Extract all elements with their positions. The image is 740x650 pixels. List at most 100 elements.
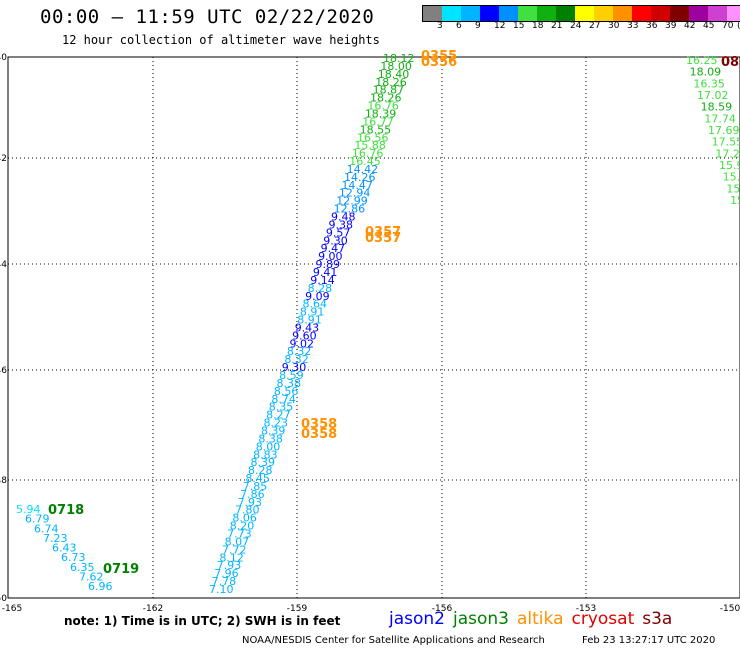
color-swatch: [594, 6, 613, 21]
pass-time-label: 08: [721, 55, 739, 70]
pass-time-label: 0356: [421, 55, 457, 70]
color-scale-label: 27: [589, 21, 601, 31]
color-swatch: [518, 6, 537, 21]
pass-time-label: 0357: [365, 231, 401, 246]
wave-height-label: 8.38: [258, 432, 283, 445]
wave-height-label: 15: [726, 182, 740, 195]
color-swatch: [423, 6, 442, 21]
lat-tick-label: -50: [0, 594, 7, 604]
color-scale-label: 15: [513, 21, 525, 31]
wave-height-label: 7.78: [212, 575, 237, 588]
wave-height-label: 16.56: [357, 131, 389, 144]
color-scale-bar: [422, 5, 740, 22]
lat-tick-label: -42: [0, 154, 7, 164]
wave-height-label: 8.39: [251, 456, 276, 469]
color-scale-label: 45: [703, 21, 715, 31]
wave-height-label: 18.87: [373, 84, 405, 97]
lat-tick-label: -40: [0, 53, 7, 63]
wave-height-label: 8.32: [287, 345, 312, 358]
color-swatch: [480, 6, 499, 21]
color-scale-label: 39: [665, 21, 677, 31]
footer-timestamp: Feb 23 13:27:17 UTC 2020: [582, 635, 716, 646]
wave-height-label: 7.93: [238, 496, 263, 509]
wave-height-label: 8.28: [308, 282, 333, 295]
wave-height-label: 15: [730, 194, 740, 207]
wave-height-label: 8.28: [248, 464, 273, 477]
wave-height-label: 9.89: [315, 258, 340, 271]
page-subtitle: 12 hour collection of altimeter wave hei…: [62, 33, 380, 47]
wave-height-label: 9.30: [323, 234, 348, 247]
wave-height-label: 18.26: [370, 92, 402, 105]
wave-height-label: 8.32: [284, 353, 309, 366]
wave-height-label: 17.74: [704, 112, 736, 125]
color-scale-label: 42: [684, 21, 696, 31]
satellite-legend: jason2 jason3 altika cryosat s3a: [389, 609, 680, 629]
color-swatch: [689, 6, 708, 21]
color-scale-label: 18: [532, 21, 544, 31]
wave-height-label: 7.73: [227, 528, 252, 541]
color-scale-label: 21: [551, 21, 563, 31]
wave-height-label: 8.56: [274, 385, 299, 398]
wave-height-label: 7.72: [222, 543, 247, 556]
wave-height-label: 5.94: [16, 503, 41, 516]
pass-time-label: 0358: [301, 417, 337, 432]
wave-height-label: 9.30: [282, 361, 307, 374]
lon-tick-label: -159: [287, 604, 308, 614]
lat-tick-label: -44: [0, 260, 7, 270]
pass-time-label: 0357: [365, 225, 401, 240]
wave-height-label: 16.35: [693, 77, 725, 90]
wave-height-label: 18.09: [690, 66, 722, 79]
wave-height-label: 15.: [723, 171, 740, 184]
wave-height-label: 6.35: [70, 561, 95, 574]
wave-height-label: 9.43: [295, 321, 320, 334]
color-swatch: [708, 6, 727, 21]
wave-height-label: 16.25: [686, 54, 718, 67]
lat-tick-label: -46: [0, 366, 7, 376]
legend-jason2: jason2: [389, 609, 445, 629]
wave-height-label: 9.47: [321, 242, 346, 255]
wave-height-label: 8.39: [261, 424, 286, 437]
footer-credit: NOAA/NESDIS Center for Satellite Applica…: [242, 635, 545, 646]
wave-height-label: 7.62: [79, 570, 104, 583]
wave-height-label: 8.23: [264, 417, 289, 430]
color-swatch: [442, 6, 461, 21]
lon-tick-label: -150: [720, 604, 740, 614]
lon-tick-label: -153: [576, 604, 596, 614]
color-scale-label: 3: [437, 21, 443, 31]
page-title: 00:00 – 11:59 UTC 02/22/2020: [40, 6, 375, 28]
wave-height-label: 17.20: [715, 147, 740, 160]
color-scale-label: 12: [494, 21, 506, 31]
legend-jason3: jason3: [453, 609, 509, 629]
color-scale-label: 33: [627, 21, 639, 31]
wave-height-label: 18.26: [375, 76, 407, 89]
color-scale-label: 24: [570, 21, 582, 31]
lon-tick-label: -156: [432, 604, 453, 614]
color-swatch: [575, 6, 594, 21]
lon-tick-label: -165: [2, 604, 22, 614]
color-swatch: [461, 6, 480, 21]
wave-height-label: 12.94: [339, 187, 371, 200]
wave-height-label: 18.12: [383, 52, 415, 65]
wave-height-label: 9.41: [313, 266, 338, 279]
wave-height-label: 7.80: [235, 504, 260, 517]
pass-time-label: 0719: [103, 562, 139, 577]
pass-time-label: 0358: [301, 427, 337, 442]
color-swatch: [613, 6, 632, 21]
wave-height-label: 8.83: [253, 448, 277, 461]
wave-height-label: 6.43: [52, 542, 77, 555]
color-swatch: [499, 6, 518, 21]
wave-height-label: 14.47: [341, 179, 373, 192]
wave-height-label: 16.76: [352, 147, 384, 160]
wave-height-label: 8.07: [225, 535, 250, 548]
legend-altika: altika: [517, 609, 564, 629]
wave-height-label: 17.02: [697, 89, 729, 102]
pass-time-label: 0355: [421, 49, 457, 64]
color-swatch: [670, 6, 689, 21]
color-scale-label: 6: [456, 21, 462, 31]
wave-height-label: 9.60: [292, 329, 317, 342]
wave-height-label: 9.14: [310, 274, 335, 287]
wave-height-label: 6.74: [34, 522, 59, 535]
wave-height-label: 9.38: [328, 218, 353, 231]
wave-height-label: 17.55: [712, 136, 740, 149]
